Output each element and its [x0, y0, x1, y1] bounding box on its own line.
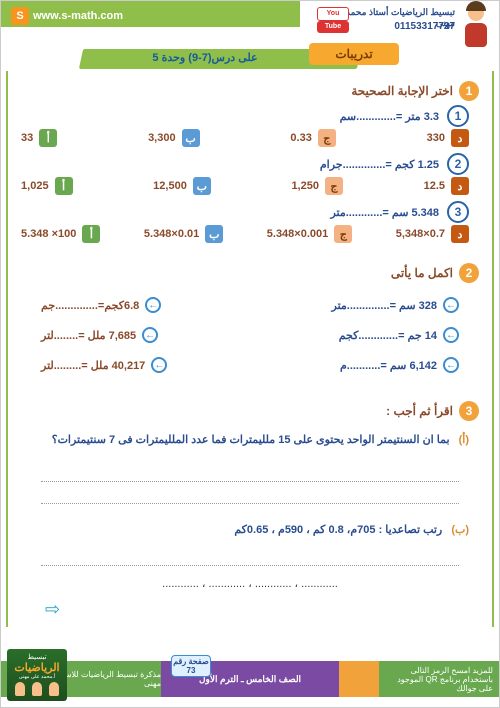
section-3-text: اقرأ ثم أجب : [386, 404, 453, 418]
arrow-icon: ← [142, 327, 158, 343]
section-3-num: 3 [459, 401, 479, 421]
q2-circle: 2 [447, 153, 469, 175]
q1-a: أ33 [21, 129, 57, 147]
fill-row-1: ←328 سم =..............متر ←6.8كجم=.....… [41, 297, 459, 313]
q1-row: 1 3.3 متر =.............سم [21, 105, 469, 127]
fill-2b: ←7,685 ملل =........لتر [41, 327, 158, 343]
q1-d: د330 [427, 129, 469, 147]
worksheet-page: S www.s-math.com تبسيط الرياضيات أستاذ م… [0, 0, 500, 708]
arrow-icon: ← [443, 297, 459, 313]
q3-d: د5,348×0.7 [396, 225, 469, 243]
continue-arrow-icon: ⇨ [45, 599, 60, 620]
fill-3b: ←40,217 ملل =.........لتر [41, 357, 167, 373]
footer-strip: للمزيد امسح الرمز التالى باستخدام برنامج… [1, 661, 499, 697]
q2-row: 2 1.25 كجم =..............جرام [21, 153, 469, 175]
answer-line [41, 481, 459, 482]
read-b-label: (ب) [451, 524, 469, 536]
title-main: تدريبات [309, 43, 399, 65]
q1-stem: 3.3 متر =.............سم [340, 110, 439, 123]
fill-1a: ←328 سم =..............متر [332, 297, 460, 313]
title-band: تدريبات على درس(7-9) وحدة 5 [81, 39, 399, 69]
page-label: صفحة رقم [173, 657, 209, 666]
read-a-text: بما ان السنتيمتر الواحد يحتوى على 15 ملل… [52, 434, 450, 446]
border-right [492, 71, 494, 627]
read-a-label: (أ) [459, 434, 469, 446]
section-3: 3 اقرأ ثم أجب : [386, 401, 479, 421]
q3-a: أ5.348 ×100 [21, 225, 100, 243]
section-1-num: 1 [459, 81, 479, 101]
youtube-icon: You Tube [317, 7, 349, 33]
q1-circle: 1 [447, 105, 469, 127]
arrow-icon: ← [151, 357, 167, 373]
fill-row-2: ←14 جم =.............كجم ←7,685 ملل =...… [41, 327, 459, 343]
url-text: www.s-math.com [33, 10, 123, 22]
q2-a: أ1,025 [21, 177, 73, 195]
phone-number: 01153317727 [394, 21, 455, 32]
border-left [6, 71, 8, 627]
section-2-num: 2 [459, 263, 479, 283]
arrow-icon: ← [145, 297, 161, 313]
q3-b: ب5.348×0.01 [144, 225, 223, 243]
q3-c: ج5.348×0.001 [267, 225, 352, 243]
read-b-text: رتب تصاعديا : 705م، 0.8 كم ، 590م ، 0.65… [234, 524, 442, 536]
arrow-icon: ← [443, 327, 459, 343]
q3-circle: 3 [447, 201, 469, 223]
fill-row-3: ←6,142 سم =...........م ←40,217 ملل =...… [41, 357, 459, 373]
title-lesson: على درس(7-9) وحدة 5 [91, 51, 319, 64]
q1-c: ج0.33 [290, 129, 335, 147]
q2-b: ب12,500 [153, 177, 211, 195]
read-b: (ب) رتب تصاعديا : 705م، 0.8 كم ، 590م ، … [31, 523, 469, 536]
q1-choices: أ33 ب3,300 ج0.33 د330 [21, 129, 469, 147]
footer: للمزيد امسح الرمز التالى باستخدام برنامج… [1, 637, 499, 707]
arrow-icon: ← [443, 357, 459, 373]
q3-stem: 5.348 سم =............متر [330, 206, 439, 219]
footer-accent [339, 661, 379, 697]
q3-choices: أ5.348 ×100 ب5.348×0.01 ج5.348×0.001 د5,… [21, 225, 469, 243]
answer-line [41, 565, 459, 566]
q2-d: د12.5 [424, 177, 469, 195]
q1-b: ب3,300 [148, 129, 200, 147]
section-2-text: اكمل ما يأتى [391, 266, 453, 280]
answer-line [41, 503, 459, 504]
fill-1b: ←6.8كجم=..............جم [41, 297, 161, 313]
read-a: (أ) بما ان السنتيمتر الواحد يحتوى على 15… [31, 433, 469, 446]
section-1: 1 اختر الإجابة الصحيحة [351, 81, 479, 101]
child-icon [459, 3, 493, 49]
q2-stem: 1.25 كجم =..............جرام [320, 158, 439, 171]
q2-c: ج1,250 [291, 177, 343, 195]
fill-3a: ←6,142 سم =...........م [340, 357, 459, 373]
footer-note: للمزيد امسح الرمز التالى باستخدام برنامج… [379, 661, 499, 697]
section-1-text: اختر الإجابة الصحيحة [351, 84, 453, 98]
fill-2a: ←14 جم =.............كجم [339, 327, 459, 343]
page-number-pill: صفحة رقم 73 [171, 655, 211, 677]
read-b-blanks: ............ ، ............ ، ..........… [31, 577, 469, 590]
section-2: 2 اكمل ما يأتى [391, 263, 479, 283]
site-url: S www.s-math.com [11, 7, 123, 25]
book-cover-icon: تبسيط الرياضيات أ.محمد على مهنى [7, 649, 67, 701]
page-number: 73 [187, 666, 196, 675]
q2-choices: أ1,025 ب12,500 ج1,250 د12.5 [21, 177, 469, 195]
site-badge: S [11, 7, 29, 25]
q3-row: 3 5.348 سم =............متر [21, 201, 469, 223]
